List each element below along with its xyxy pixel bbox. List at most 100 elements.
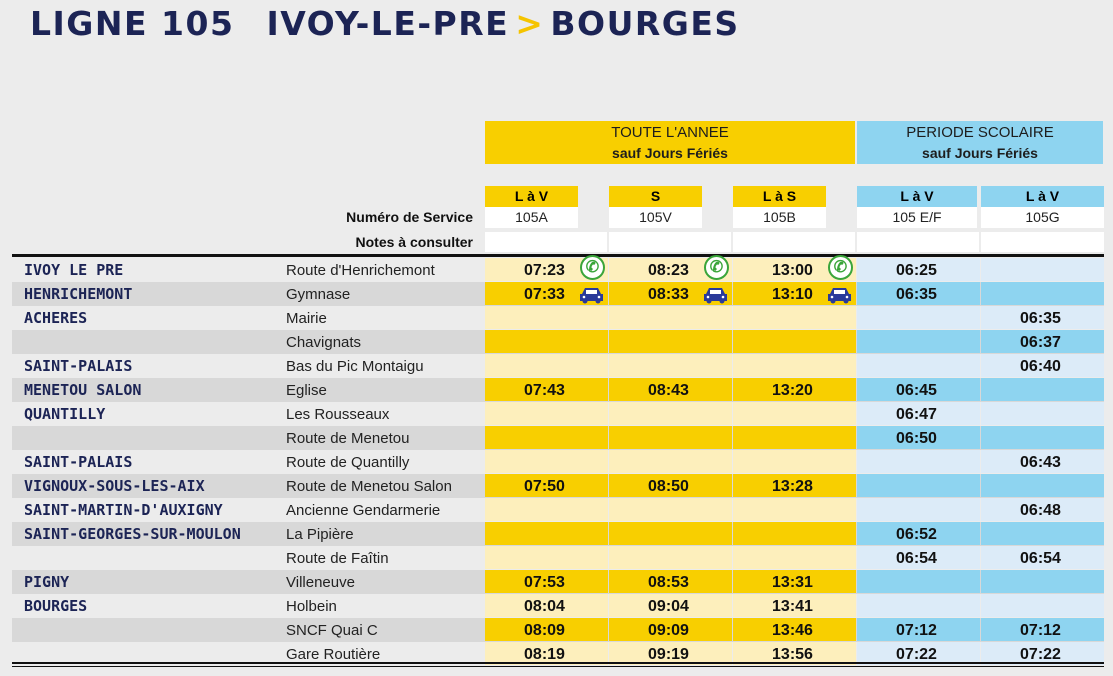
town-name: SAINT-GEORGES-SUR-MOULON — [24, 525, 241, 543]
time-cell: 06:54 — [857, 546, 980, 569]
time-cell: 08:33 — [609, 282, 732, 305]
column-service-number: 105B — [733, 207, 826, 228]
column-header: L à V 105 E/F — [857, 186, 977, 228]
table-row: HENRICHEMONT Gymnase 07:33 08:33 13:10 06:35 — [12, 282, 1104, 306]
table-row: SNCF Quai C 08:09 09:09 13:46 07:12 07:12 — [12, 618, 1104, 642]
time-cell: 06:43 — [981, 450, 1104, 473]
page-title: LIGNE 105 IVOY-LE-PRE > BOURGES — [30, 4, 740, 48]
stop-name: La Pipière — [286, 526, 354, 543]
table-row: SAINT-PALAIS Route de Quantilly 06:43 — [12, 450, 1104, 474]
departure-time: 07:50 — [524, 478, 565, 495]
time-cell: 09:19 — [609, 642, 732, 665]
departure-time: 13:56 — [772, 646, 813, 663]
stop-name: Route de Menetou — [286, 430, 410, 447]
time-cell — [981, 282, 1104, 305]
departure-time: 09:19 — [648, 646, 689, 663]
departure-time: 13:00 — [772, 262, 813, 279]
departure-time: 06:54 — [896, 550, 937, 567]
time-cell: 07:23 ✆ — [485, 255, 608, 281]
notes-cell — [857, 232, 979, 252]
time-cell: 07:12 — [857, 618, 980, 641]
column-header: L à S 105B — [733, 186, 826, 228]
time-cell: 13:56 — [733, 642, 856, 665]
stop-name: Villeneuve — [286, 574, 355, 591]
table-bottom-rule — [12, 662, 1104, 664]
departure-time: 07:23 — [524, 262, 565, 279]
time-cell — [485, 522, 608, 545]
column-header: L à V 105G — [981, 186, 1104, 228]
period-school-title: PERIODE SCOLAIRE — [906, 124, 1054, 141]
time-cell: 13:28 — [733, 474, 856, 497]
departure-time: 06:37 — [1020, 334, 1061, 351]
time-cell — [609, 330, 732, 353]
table-row: ACHERES Mairie 06:35 — [12, 306, 1104, 330]
departure-time: 07:53 — [524, 574, 565, 591]
column-days: L à V — [857, 186, 977, 207]
notes-cell — [609, 232, 731, 252]
stop-name: Route de Faîtin — [286, 550, 389, 567]
departure-time: 06:40 — [1020, 358, 1061, 375]
time-cell — [485, 498, 608, 521]
time-cell — [609, 522, 732, 545]
time-cell — [609, 498, 732, 521]
time-cell: 07:22 — [857, 642, 980, 665]
time-cell — [857, 354, 980, 377]
notes-cell — [485, 232, 607, 252]
departure-time: 06:43 — [1020, 454, 1061, 471]
column-service-number: 105A — [485, 207, 578, 228]
departure-time: 06:52 — [896, 526, 937, 543]
service-number-label: Numéro de Service — [346, 209, 473, 225]
time-cell — [857, 594, 980, 617]
column-service-number: 105V — [609, 207, 702, 228]
stop-name: Bas du Pic Montaigu — [286, 358, 424, 375]
town-name: ACHERES — [24, 309, 88, 327]
departure-time: 08:33 — [648, 286, 689, 303]
time-cell: 13:46 — [733, 618, 856, 641]
time-cell: 09:09 — [609, 618, 732, 641]
time-cell — [733, 522, 856, 545]
time-cell: 07:50 — [485, 474, 608, 497]
time-cell — [733, 546, 856, 569]
town-name: SAINT-MARTIN-D'AUXIGNY — [24, 501, 223, 519]
table-row: SAINT-MARTIN-D'AUXIGNY Ancienne Gendarmer… — [12, 498, 1104, 522]
table-row: SAINT-GEORGES-SUR-MOULON La Pipière 06:52 — [12, 522, 1104, 546]
time-cell — [485, 330, 608, 353]
time-cell — [609, 354, 732, 377]
departure-time: 07:22 — [1020, 646, 1061, 663]
phone-icon: ✆ — [704, 255, 729, 280]
column-days: S — [609, 186, 702, 207]
time-cell: 06:52 — [857, 522, 980, 545]
column-days: L à S — [733, 186, 826, 207]
destination: BOURGES — [550, 4, 740, 43]
time-cell: 08:19 — [485, 642, 608, 665]
departure-time: 06:25 — [896, 262, 937, 279]
time-cell — [981, 474, 1104, 497]
column-days: L à V — [485, 186, 578, 207]
time-cell — [485, 426, 608, 449]
departure-time: 09:04 — [648, 598, 689, 615]
period-all-year-note: sauf Jours Fériés — [612, 145, 728, 161]
town-name: HENRICHEMONT — [24, 285, 133, 303]
town-name: IVOY LE PRE — [24, 261, 124, 279]
departure-time: 07:22 — [896, 646, 937, 663]
time-cell: 06:37 — [981, 330, 1104, 353]
time-cell: 08:23 ✆ — [609, 255, 732, 281]
phone-icon: ✆ — [580, 255, 605, 280]
departure-time: 07:43 — [524, 382, 565, 399]
car-icon — [578, 286, 605, 304]
time-cell: 08:04 — [485, 594, 608, 617]
departure-time: 08:09 — [524, 622, 565, 639]
time-cell — [733, 450, 856, 473]
table-top-rule — [12, 254, 1104, 257]
departure-time: 06:48 — [1020, 502, 1061, 519]
time-cell — [733, 426, 856, 449]
time-cell — [485, 402, 608, 425]
column-service-number: 105G — [981, 207, 1104, 228]
direction-arrow-icon: > — [515, 4, 545, 43]
time-cell — [733, 306, 856, 329]
time-cell: 06:50 — [857, 426, 980, 449]
departure-time: 06:35 — [896, 286, 937, 303]
departure-time: 08:53 — [648, 574, 689, 591]
period-all-year-title: TOUTE L'ANNEE — [611, 124, 729, 141]
time-cell: 08:09 — [485, 618, 608, 641]
